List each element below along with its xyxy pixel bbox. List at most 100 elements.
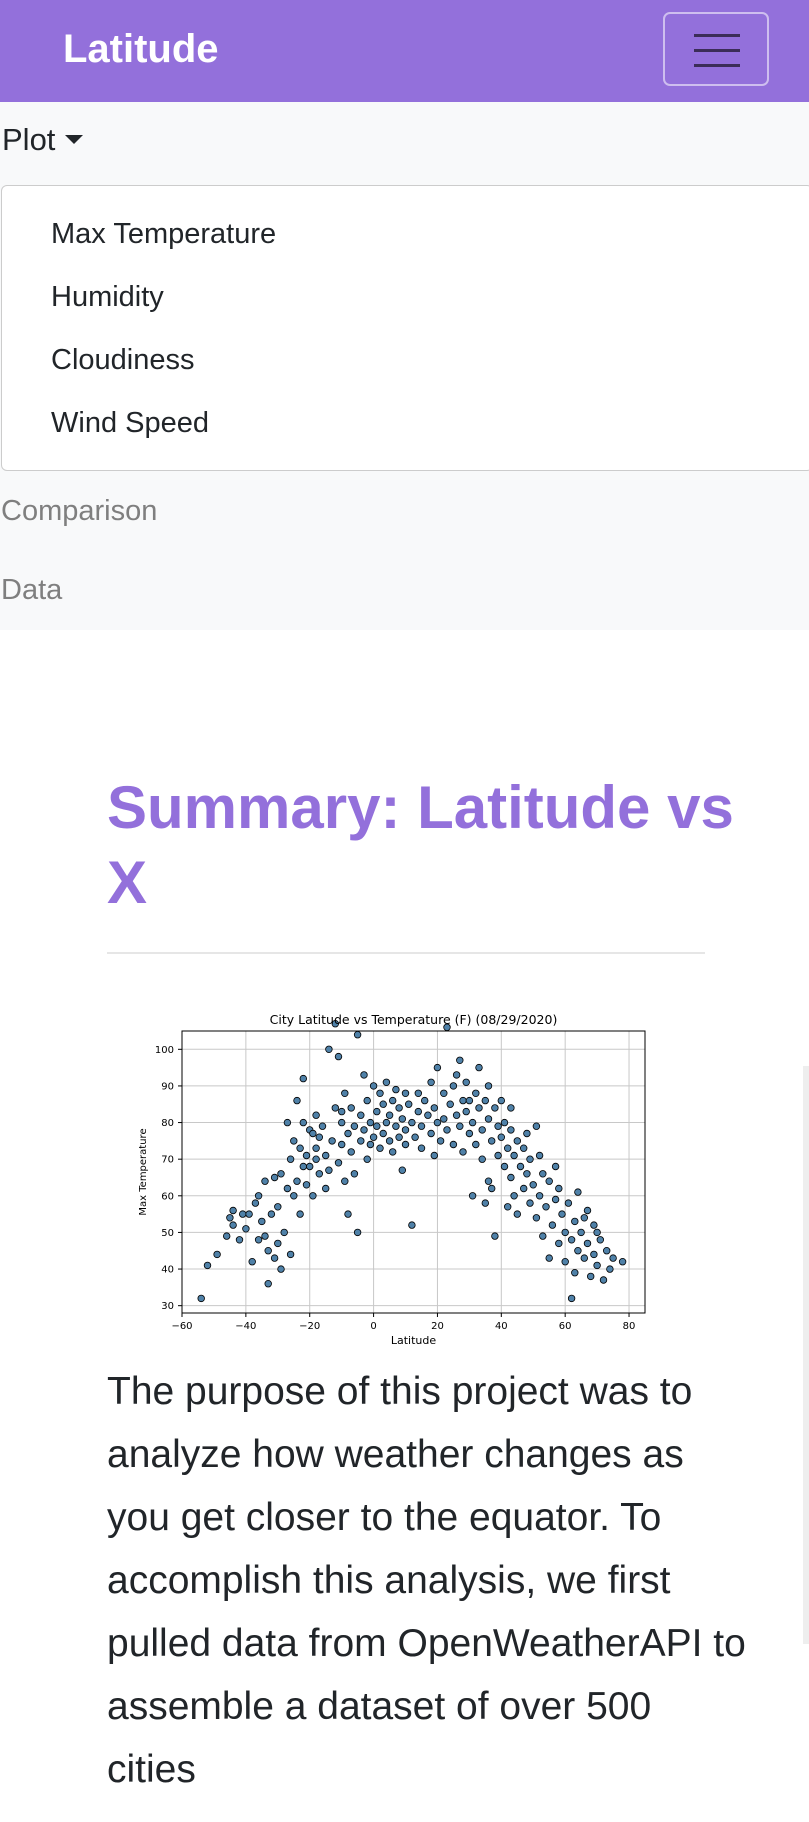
y-tick-label: 60 [161,1191,174,1202]
data-point [315,1133,323,1141]
data-point [325,1166,333,1174]
nav-plot-dropdown-toggle[interactable]: Plot [2,118,84,162]
data-point [507,1104,515,1112]
data-point [436,1137,445,1145]
x-tick-label: 20 [431,1321,444,1332]
data-point [369,1133,378,1141]
data-point [545,1254,553,1262]
data-point [315,1170,323,1178]
data-point [283,1184,292,1193]
data-point [449,1140,458,1149]
data-point [350,1122,359,1130]
data-point [462,1107,470,1116]
data-point [312,1155,320,1163]
data-point [302,1151,311,1160]
data-point [497,1096,505,1105]
data-point [424,1111,432,1119]
data-point [331,1020,339,1028]
page-title: Summary: Latitude vs X [107,774,734,916]
data-point [430,1104,438,1112]
data-point [405,1100,413,1108]
dropdown-item-cloudiness[interactable]: Cloudiness [51,344,195,376]
data-point [344,1210,352,1218]
nav-link-comparison[interactable]: Comparison [1,495,158,527]
data-point [373,1107,381,1116]
data-point [456,1056,464,1064]
data-point [427,1078,435,1086]
divider [107,952,705,954]
data-point [603,1246,611,1255]
data-point [411,1133,419,1141]
data-point [229,1221,237,1229]
scrollbar[interactable] [803,1066,809,1644]
data-point [299,1162,307,1171]
data-point [254,1192,263,1200]
data-point [532,1214,541,1222]
data-point [357,1111,365,1119]
data-point [574,1188,582,1196]
data-point [452,1071,461,1079]
data-point [274,1203,282,1211]
data-point [274,1239,282,1248]
data-point [408,1221,416,1229]
data-point [270,1173,279,1182]
data-point [283,1118,292,1127]
data-point [213,1250,221,1259]
data-point [373,1122,381,1130]
data-point [331,1104,339,1112]
data-point [242,1225,250,1233]
data-point [421,1096,429,1105]
dropdown-item-wind-speed[interactable]: Wind Speed [51,407,209,439]
data-point [491,1232,499,1240]
data-point [290,1192,298,1200]
data-point [296,1210,304,1218]
data-point [337,1107,346,1116]
y-tick-label: 70 [161,1155,174,1166]
plot-dropdown-menu: Max Temperature Humidity Cloudiness Wind… [1,185,809,471]
x-tick-label: −60 [171,1321,192,1332]
data-point [347,1148,355,1156]
data-point [369,1082,378,1090]
data-point [532,1122,541,1130]
navbar-toggler-button[interactable] [663,12,769,86]
data-point [542,1203,550,1211]
data-point [548,1221,557,1229]
data-point [459,1096,467,1105]
data-point [558,1210,566,1218]
data-point [401,1089,410,1097]
data-point [526,1199,534,1207]
data-point [491,1104,499,1112]
data-point [382,1078,391,1086]
data-point [392,1085,400,1094]
dropdown-item-humidity[interactable]: Humidity [51,281,164,313]
data-point [328,1137,336,1145]
data-point [571,1269,579,1277]
y-tick-label: 50 [161,1228,174,1239]
data-point [465,1129,474,1138]
data-point [599,1276,608,1284]
data-point [539,1232,547,1240]
data-point [526,1155,534,1163]
data-point [513,1210,521,1218]
data-point [468,1118,477,1127]
data-point [321,1184,330,1193]
navbar-brand[interactable]: Latitude [63,27,219,71]
data-point [583,1206,592,1215]
data-point [580,1254,588,1262]
data-point [417,1144,426,1152]
data-point [341,1089,349,1097]
data-point [507,1173,515,1182]
caret-down-icon [65,135,84,144]
data-point [561,1258,569,1266]
data-point [286,1250,295,1259]
dropdown-item-max-temperature[interactable]: Max Temperature [51,218,277,250]
data-point [481,1199,489,1207]
nav-link-data[interactable]: Data [1,574,63,606]
data-point [468,1192,477,1200]
data-point [254,1236,263,1244]
data-point [245,1210,253,1218]
data-point [590,1221,598,1229]
data-point [587,1272,595,1281]
data-point [318,1122,327,1130]
data-point [456,1122,464,1130]
